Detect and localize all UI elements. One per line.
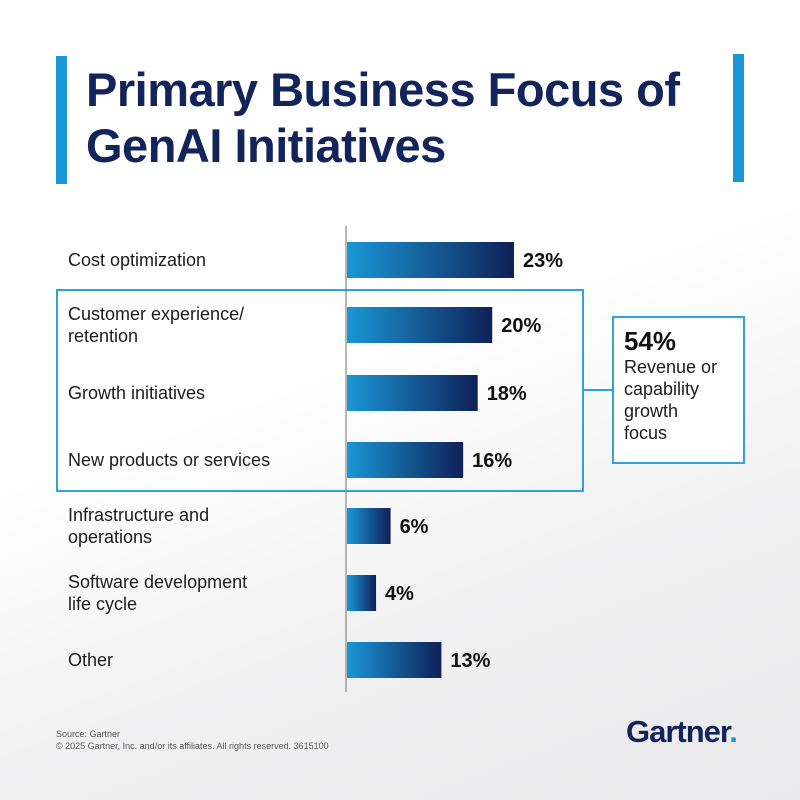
category-label-2: Growth initiatives [68, 383, 206, 403]
chart-title: Primary Business Focus of GenAI Initiati… [86, 63, 680, 172]
category-label-1: Customer experience/ retention [68, 304, 245, 346]
category-label-6: Other [68, 650, 114, 670]
callout-text: Revenue or capability growth focus [624, 357, 718, 443]
bar-value-label-4: 6% [400, 516, 429, 538]
bar-value-label-0: 23% [523, 250, 563, 272]
category-label-0: Cost optimization [68, 250, 207, 270]
gartner-logo: Gartner. [626, 714, 738, 750]
footer-source: Source: Gartner [56, 729, 121, 739]
bar-value-label-1: 20% [501, 315, 541, 337]
bar-2 [347, 375, 478, 411]
logo-text: Gartner [626, 714, 730, 749]
bar-value-label-2: 18% [487, 383, 527, 405]
callout-connector-line [584, 389, 612, 391]
callout-box: 54% Revenue or capability growth focus [612, 316, 745, 464]
logo-dot: . [729, 714, 738, 749]
bar-4 [347, 508, 391, 544]
footer: Source: Gartner © 2025 Gartner, Inc. and… [56, 728, 329, 752]
bar-1 [347, 307, 493, 343]
title-accent-bar-left [56, 56, 67, 184]
bar-value-label-5: 4% [385, 583, 414, 605]
bar-0 [347, 242, 514, 278]
category-label-4: Infrastructure and operations [68, 505, 210, 547]
bar-value-label-3: 16% [472, 450, 512, 472]
title-accent-bar-right [733, 54, 744, 182]
bar-6 [347, 642, 442, 678]
category-label-5: Software development life cycle [68, 572, 248, 614]
callout-group-outline [56, 289, 584, 492]
category-label-3: New products or services [68, 450, 271, 470]
footer-copyright: © 2025 Gartner, Inc. and/or its affiliat… [56, 741, 329, 751]
bar-5 [347, 575, 377, 611]
bar-value-label-6: 13% [450, 650, 490, 672]
bar-3 [347, 442, 464, 478]
callout-percent: 54% [624, 326, 677, 356]
